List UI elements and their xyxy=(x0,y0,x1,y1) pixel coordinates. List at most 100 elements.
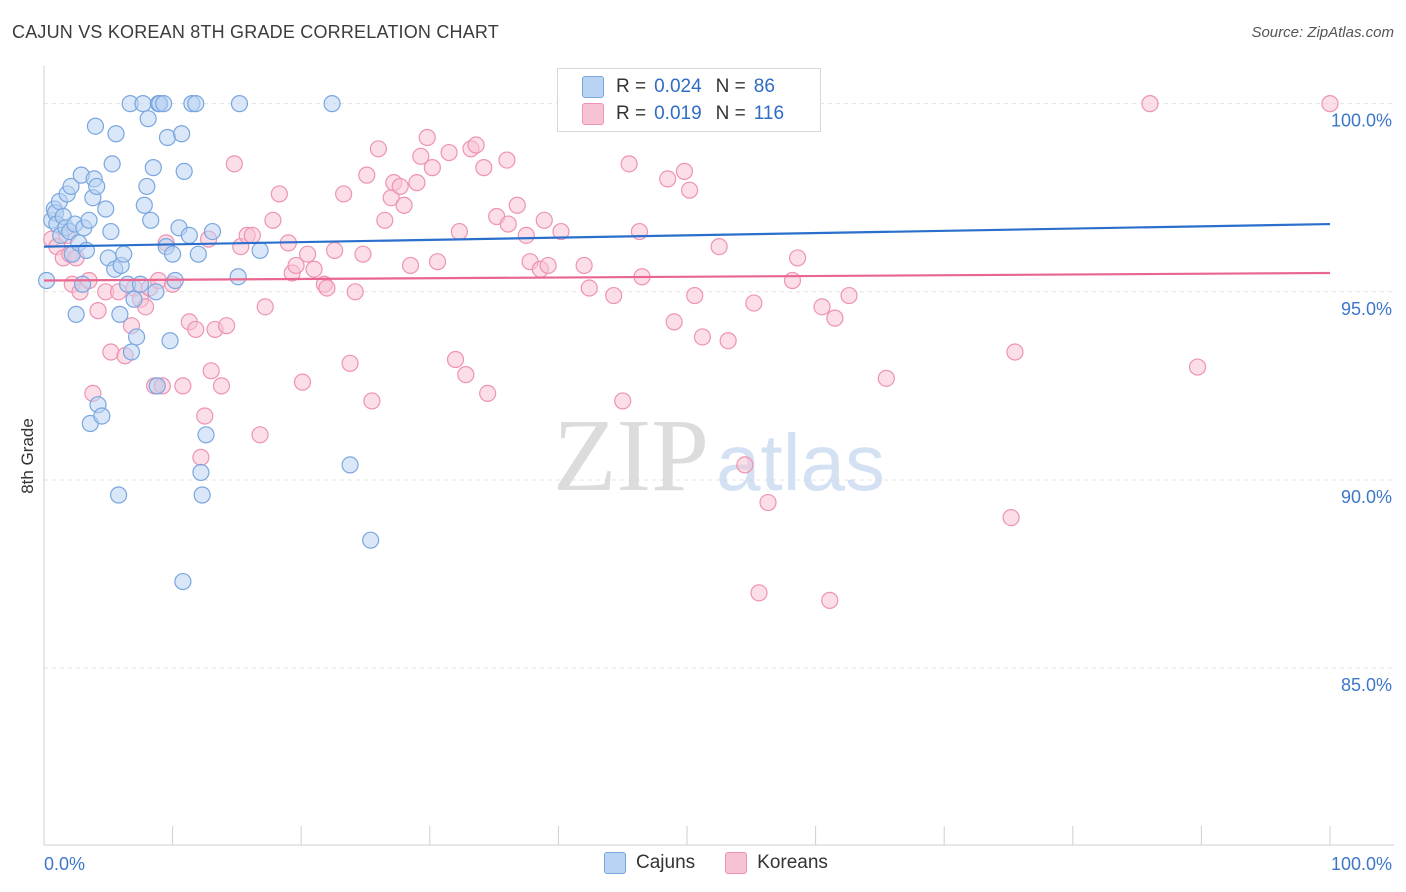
y-tick-label: 100.0% xyxy=(1331,111,1392,131)
cajun-point xyxy=(197,426,215,444)
cajun-point xyxy=(164,245,182,263)
korean-point xyxy=(693,328,712,346)
cajun-point xyxy=(102,222,120,241)
cajun-point xyxy=(138,177,156,196)
korean-point xyxy=(759,493,777,512)
korean-point xyxy=(89,302,107,320)
cajun-point xyxy=(107,125,125,143)
korean-point xyxy=(243,226,261,244)
korean-point xyxy=(412,147,430,165)
axes xyxy=(43,66,1394,846)
legend-r-label: R = xyxy=(616,103,647,124)
korean-point xyxy=(251,426,269,444)
korean-point xyxy=(605,286,623,305)
cajun-point xyxy=(154,95,173,113)
korean-point xyxy=(686,286,704,305)
korean-point xyxy=(346,283,364,301)
korean-point xyxy=(446,350,465,369)
korean-point xyxy=(192,448,210,466)
korean-point xyxy=(659,170,677,188)
legend-r-value: 0.019 xyxy=(654,103,702,124)
korean-point xyxy=(813,298,831,316)
korean-point xyxy=(354,245,372,263)
watermark: ZIP atlas xyxy=(553,398,885,513)
cajun-point xyxy=(139,110,157,128)
korean-point xyxy=(826,309,844,327)
korean-point xyxy=(1141,95,1159,113)
cajun-swatch xyxy=(582,76,604,98)
cajun-point xyxy=(230,95,249,113)
cajun-point xyxy=(203,222,222,241)
korean-point xyxy=(665,313,683,331)
x-tick-label: 100.0% xyxy=(1331,854,1392,874)
korean-point xyxy=(418,128,436,147)
korean-point xyxy=(620,155,638,173)
legend-row-cajuns: R = 0.024 N = 86 xyxy=(582,74,775,100)
korean-point xyxy=(187,320,205,339)
y-tick-label: 90.0% xyxy=(1341,487,1392,507)
watermark-zip: ZIP xyxy=(553,398,709,513)
legend-row-koreans: R = 0.019 N = 116 xyxy=(582,101,784,127)
legend-n-value: 86 xyxy=(753,76,775,97)
cajun-legend-swatch xyxy=(604,852,626,874)
korean-point xyxy=(270,185,288,203)
cajun-point xyxy=(161,332,179,350)
korean-swatch xyxy=(582,103,604,125)
korean-point xyxy=(535,211,553,229)
cajun-point xyxy=(142,211,160,229)
korean-point xyxy=(479,384,497,403)
korean-point xyxy=(363,392,381,410)
korean-point xyxy=(467,136,485,154)
cajun-point xyxy=(148,377,166,395)
cajun-point xyxy=(125,290,143,308)
series-legend: Cajuns Koreans xyxy=(604,852,858,874)
cajun-point xyxy=(134,95,152,113)
cajun-point xyxy=(111,305,129,323)
korean-point xyxy=(1188,358,1207,376)
cajun-point xyxy=(122,343,141,361)
korean-point xyxy=(450,222,468,241)
cajun-point xyxy=(109,486,128,504)
korean-point xyxy=(408,174,426,192)
korean-point xyxy=(499,215,517,233)
korean-point xyxy=(318,279,336,297)
korean-point xyxy=(196,407,214,425)
korean-point xyxy=(1321,95,1339,113)
korean-point xyxy=(256,298,274,316)
cajun-point xyxy=(97,200,115,218)
cajun-point xyxy=(147,283,165,301)
korean-point xyxy=(305,260,323,278)
cajun-point xyxy=(86,117,105,135)
korean-point xyxy=(299,245,317,263)
korean-point xyxy=(326,241,344,260)
legend-item-cajuns[interactable]: Cajuns xyxy=(604,852,695,874)
korean-point xyxy=(376,211,394,229)
cajun-point xyxy=(115,245,133,263)
cajun-point xyxy=(88,177,106,196)
cajun-point xyxy=(73,275,92,293)
korean-point xyxy=(783,271,802,290)
cajun-point xyxy=(131,275,150,293)
trend-lines xyxy=(43,222,1331,282)
legend-label-cajuns: Cajuns xyxy=(636,852,696,873)
korean-point xyxy=(218,317,236,335)
cajun-point xyxy=(174,572,192,591)
korean-point xyxy=(1002,508,1020,527)
korean-legend-swatch xyxy=(725,852,748,874)
korean-point xyxy=(614,392,632,410)
cajun-point xyxy=(80,211,98,229)
korean-point xyxy=(102,343,120,361)
cajun-point xyxy=(173,125,191,143)
cajun-point xyxy=(135,196,153,214)
cajun-point xyxy=(229,268,247,286)
grid-lines xyxy=(44,103,1394,669)
legend-item-koreans[interactable]: Koreans xyxy=(725,852,828,874)
korean-point xyxy=(508,196,526,214)
korean-point xyxy=(264,211,282,229)
korean-point xyxy=(423,159,441,177)
korean-point xyxy=(457,365,475,384)
korean-point xyxy=(287,256,305,275)
source-label: Source: ZipAtlas.com xyxy=(1251,24,1394,41)
korean-point xyxy=(675,162,694,180)
